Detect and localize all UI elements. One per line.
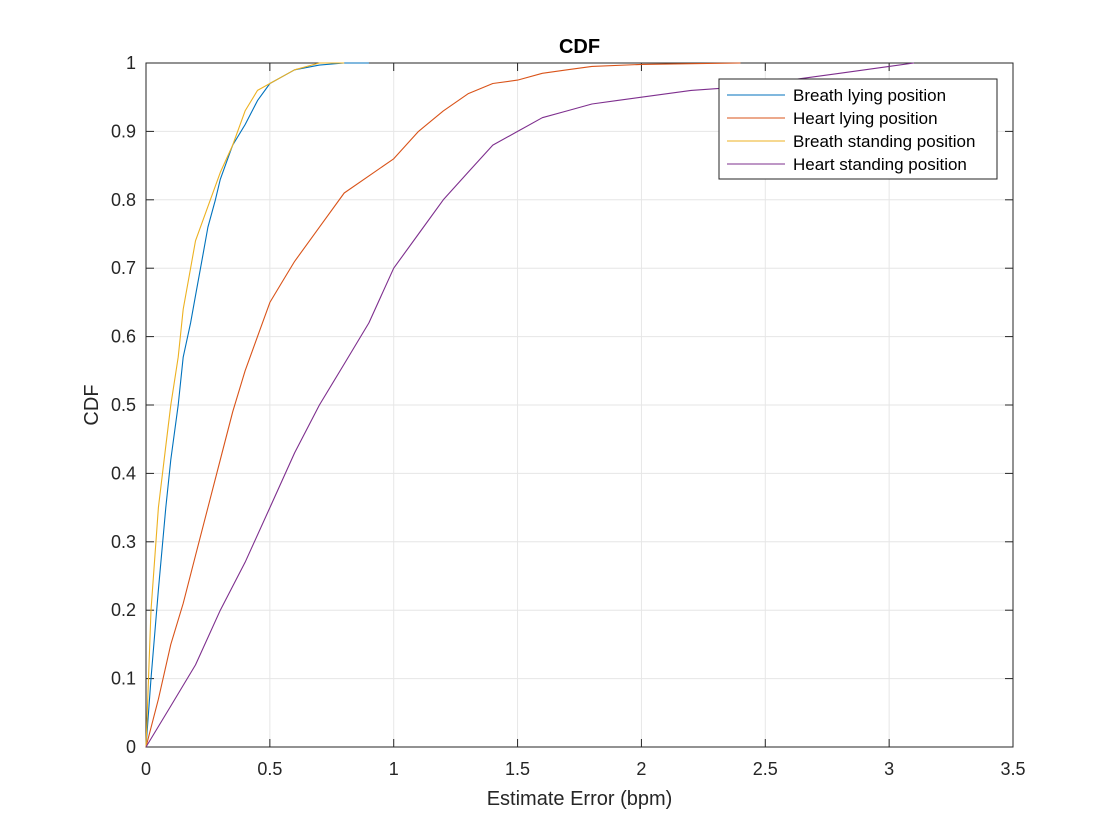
y-tick-label: 0.3: [111, 532, 136, 552]
legend-box: [718, 78, 998, 180]
legend-label-heart-standing-position: Heart standing position: [793, 155, 967, 174]
x-tick-label: 2.5: [753, 759, 778, 779]
y-axis-label: CDF: [81, 384, 103, 425]
axis-ticks: 0 0.5 1 1.5 2 2.5 3 3.5 0 0.1 0.2 0.3 0.4 0.5 0.6 0.7 0.…: [111, 53, 1026, 779]
y-tick-label: 0.8: [111, 190, 136, 210]
x-tick-label: 3: [884, 759, 894, 779]
legend-label-breath-lying-position: Breath lying position: [793, 86, 946, 105]
x-tick-label: 0.5: [257, 759, 282, 779]
series-line-heart-lying-position: [145, 62, 741, 748]
legend-label-breath-standing-position: Breath standing position: [793, 132, 975, 151]
y-tick-label: 1: [126, 53, 136, 73]
x-axis-label: Estimate Error (bpm): [487, 788, 673, 810]
y-tick-label: 0.5: [111, 395, 136, 415]
y-tick-label: 0.1: [111, 669, 136, 689]
y-tick-label: 0.9: [111, 121, 136, 141]
y-tick-label: 0: [126, 737, 136, 757]
x-tick-label: 1: [389, 759, 399, 779]
x-tick-label: 1.5: [505, 759, 530, 779]
y-tick-label: 0.2: [111, 600, 136, 620]
y-tick-label: 0.7: [111, 258, 136, 278]
x-tick-label: 0: [141, 759, 151, 779]
legend-label-heart-lying-position: Heart lying position: [793, 109, 938, 128]
x-tick-label: 3.5: [1000, 759, 1025, 779]
y-tick-label: 0.6: [111, 327, 136, 347]
series-line-breath-standing-position: [145, 62, 345, 748]
legend: Breath lying position Heart lying positio…: [718, 78, 998, 180]
chart-title: CDF: [559, 36, 600, 58]
y-tick-label: 0.4: [111, 463, 136, 483]
x-tick-label: 2: [636, 759, 646, 779]
